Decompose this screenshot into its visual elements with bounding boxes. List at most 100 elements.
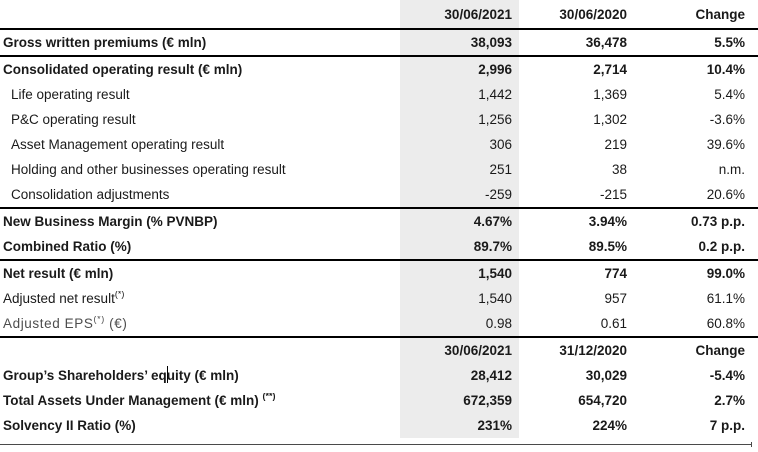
row-label-text: Adjusted net result bbox=[3, 291, 115, 306]
row-label-text: Gross written premiums (€ mln) bbox=[3, 35, 207, 50]
row-label-text: P&C operating result bbox=[11, 112, 136, 127]
table-row-pc-operating-result: P&C operating result 1,256 1,302 -3.6% bbox=[0, 107, 758, 132]
value-prior: 957 bbox=[604, 291, 627, 306]
table-header-row-1: 30/06/2021 30/06/2020 Change bbox=[0, 0, 758, 30]
value-change: 99.0% bbox=[706, 266, 745, 281]
col-header-prior-period: 30/06/2020 bbox=[559, 6, 627, 22]
col-header-current-period: 30/06/2021 bbox=[400, 338, 519, 363]
table-row-asset-management-operating-result: Asset Management operating result 306 21… bbox=[0, 132, 758, 157]
value-current: 306 bbox=[400, 132, 519, 157]
table-row-holding-other-operating-result: Holding and other businesses operating r… bbox=[0, 157, 758, 182]
table-row-total-aum: Total Assets Under Management (€ mln) (*… bbox=[0, 388, 758, 413]
value-change: 7 p.p. bbox=[709, 418, 745, 433]
value-prior: 219 bbox=[604, 137, 627, 152]
value-current: 1,540 bbox=[400, 286, 519, 311]
table-row-solvency-ii-ratio: Solvency II Ratio (%) 231% 224% 7 p.p. bbox=[0, 413, 758, 438]
value-prior: 3.94% bbox=[588, 214, 627, 229]
value-change: -5.4% bbox=[709, 368, 745, 383]
value-current: 1,256 bbox=[400, 107, 519, 132]
value-current: 28,412 bbox=[400, 363, 519, 388]
table-row-new-business-margin: New Business Margin (% PVNBP) 4.67% 3.94… bbox=[0, 209, 758, 234]
value-change: 0.2 p.p. bbox=[698, 239, 745, 254]
row-label-text: Consolidation adjustments bbox=[11, 187, 170, 202]
value-current: 672,359 bbox=[400, 388, 519, 413]
value-current: 231% bbox=[400, 413, 519, 438]
row-label: Combined Ratio (%) bbox=[0, 239, 400, 254]
value-current: 1,540 bbox=[400, 261, 519, 286]
row-label: Net result (€ mln) bbox=[0, 266, 400, 281]
table-row-consolidation-adjustments: Consolidation adjustments -259 -215 20.6… bbox=[0, 182, 758, 209]
value-change: 0.73 p.p. bbox=[690, 214, 745, 229]
row-label-suffix: (€) bbox=[104, 316, 128, 331]
value-prior: 30,029 bbox=[585, 368, 627, 383]
row-label: Consolidation adjustments bbox=[0, 187, 400, 202]
table-row-life-operating-result: Life operating result 1,442 1,369 5.4% bbox=[0, 82, 758, 107]
row-label-text: Group’s Shareholders’ equity (€ mln) bbox=[3, 368, 239, 383]
value-prior: 224% bbox=[592, 418, 627, 433]
col-header-change: Change bbox=[695, 6, 745, 22]
row-label-text: Adjusted EPS bbox=[3, 316, 94, 331]
footnote-marker: (**) bbox=[262, 393, 276, 401]
table-row-consolidated-operating-result: Consolidated operating result (€ mln) 2,… bbox=[0, 57, 758, 82]
row-label-text: Solvency II Ratio (%) bbox=[3, 418, 136, 433]
footnote-marker: (*) bbox=[114, 291, 125, 299]
footnote-marker: (*) bbox=[93, 316, 105, 324]
row-label-text: New Business Margin (% PVNBP) bbox=[3, 214, 218, 229]
value-current: -259 bbox=[400, 182, 519, 207]
row-label-text: Total Assets Under Management (€ mln) bbox=[3, 393, 263, 408]
row-label-text: Life operating result bbox=[11, 87, 130, 102]
value-change: 61.1% bbox=[706, 291, 745, 306]
value-change: 39.6% bbox=[706, 137, 745, 152]
row-label: Asset Management operating result bbox=[0, 137, 400, 152]
row-label: Holding and other businesses operating r… bbox=[0, 162, 400, 177]
table-row-combined-ratio: Combined Ratio (%) 89.7% 89.5% 0.2 p.p. bbox=[0, 234, 758, 261]
value-change: 20.6% bbox=[706, 187, 745, 202]
table-row-adjusted-net-result: Adjusted net result(*) 1,540 957 61.1% bbox=[0, 286, 758, 311]
value-current: 38,093 bbox=[400, 30, 519, 55]
value-current: 1,442 bbox=[400, 82, 519, 107]
row-label: Group’s Shareholders’ equity (€ mln) bbox=[0, 368, 400, 383]
value-prior: 1,302 bbox=[593, 112, 627, 127]
value-change: 5.5% bbox=[714, 35, 745, 50]
value-current: 251 bbox=[400, 157, 519, 182]
row-label: Total Assets Under Management (€ mln) (*… bbox=[0, 393, 400, 408]
value-prior: 38 bbox=[611, 162, 627, 177]
value-prior: 0.61 bbox=[600, 316, 627, 331]
row-label-text: Net result (€ mln) bbox=[3, 266, 114, 281]
row-label: Adjusted EPS(*) (€) bbox=[0, 316, 400, 331]
value-change: n.m. bbox=[718, 162, 745, 177]
value-current: 0.98 bbox=[400, 311, 519, 336]
row-label-text: Combined Ratio (%) bbox=[3, 239, 132, 254]
frame-corner-mark bbox=[751, 442, 752, 447]
row-label-text: Holding and other businesses operating r… bbox=[11, 162, 286, 177]
value-change: 60.8% bbox=[706, 316, 745, 331]
row-label: Adjusted net result(*) bbox=[0, 291, 400, 306]
table-row-shareholders-equity: Group’s Shareholders’ equity (€ mln) 28,… bbox=[0, 363, 758, 388]
row-label: Consolidated operating result (€ mln) bbox=[0, 62, 400, 77]
value-prior: 654,720 bbox=[578, 393, 627, 408]
row-label-text: Consolidated operating result (€ mln) bbox=[3, 62, 243, 77]
table-header-row-2: 30/06/2021 31/12/2020 Change bbox=[0, 338, 758, 363]
col-header-current-period: 30/06/2021 bbox=[400, 0, 519, 28]
row-label: P&C operating result bbox=[0, 112, 400, 127]
value-current: 2,996 bbox=[400, 57, 519, 82]
value-prior: 1,369 bbox=[593, 87, 627, 102]
table-row-net-result: Net result (€ mln) 1,540 774 99.0% bbox=[0, 261, 758, 286]
value-prior: -215 bbox=[599, 187, 627, 202]
text-cursor bbox=[167, 366, 168, 383]
col-header-prior-year-end: 31/12/2020 bbox=[559, 343, 627, 358]
value-current: 4.67% bbox=[400, 209, 519, 234]
row-label: Gross written premiums (€ mln) bbox=[0, 35, 400, 50]
row-label: New Business Margin (% PVNBP) bbox=[0, 214, 400, 229]
table-row-gross-written-premiums: Gross written premiums (€ mln) 38,093 36… bbox=[0, 30, 758, 57]
value-current: 89.7% bbox=[400, 234, 519, 259]
row-label: Life operating result bbox=[0, 87, 400, 102]
value-prior: 36,478 bbox=[585, 35, 627, 50]
value-prior: 2,714 bbox=[593, 62, 627, 77]
value-change: -3.6% bbox=[709, 112, 745, 127]
value-change: 5.4% bbox=[714, 87, 745, 102]
value-change: 10.4% bbox=[706, 62, 745, 77]
table-row-adjusted-eps: Adjusted EPS(*) (€) 0.98 0.61 60.8% bbox=[0, 311, 758, 338]
